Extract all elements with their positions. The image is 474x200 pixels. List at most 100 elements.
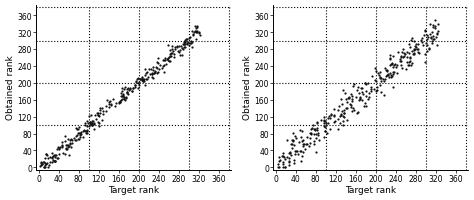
Point <box>40 166 47 169</box>
Point <box>385 76 392 79</box>
Point <box>148 73 156 76</box>
Point <box>347 93 355 96</box>
Point <box>394 51 402 54</box>
Point <box>154 57 161 60</box>
Point <box>399 56 406 59</box>
Point <box>143 72 150 76</box>
Point <box>330 121 338 124</box>
Point <box>146 73 154 76</box>
Point <box>64 137 72 141</box>
Point <box>320 122 328 125</box>
Point <box>163 58 171 62</box>
Point <box>429 26 437 29</box>
Point <box>306 132 313 135</box>
Point <box>66 143 73 146</box>
Point <box>358 87 365 90</box>
Point <box>363 95 370 98</box>
Point <box>406 61 413 64</box>
Point <box>408 50 416 53</box>
Point <box>183 39 191 42</box>
Point <box>83 132 91 135</box>
Point <box>401 53 409 56</box>
Point <box>358 99 365 102</box>
Y-axis label: Obtained rank: Obtained rank <box>6 55 15 120</box>
Point <box>365 96 373 99</box>
Point <box>338 103 346 106</box>
Point <box>417 39 425 42</box>
Point <box>43 154 51 157</box>
Point <box>49 158 57 161</box>
Point <box>350 109 357 112</box>
Point <box>298 159 305 162</box>
Point <box>61 140 69 143</box>
Point <box>322 124 329 127</box>
Point <box>433 33 440 36</box>
Point <box>292 149 299 153</box>
Point <box>70 136 78 140</box>
Point <box>305 145 313 148</box>
Point <box>292 137 300 140</box>
Point <box>427 37 435 40</box>
Point <box>154 62 162 65</box>
Point <box>89 123 96 127</box>
Point <box>141 74 148 77</box>
Point <box>171 48 179 51</box>
Point <box>188 46 196 49</box>
Point <box>365 98 372 101</box>
Point <box>294 153 302 156</box>
Point <box>374 72 382 75</box>
Point <box>186 43 193 46</box>
Point <box>390 71 397 74</box>
Point <box>418 38 426 41</box>
Point <box>62 143 70 147</box>
Point <box>63 148 71 151</box>
Point <box>298 139 305 143</box>
Point <box>424 37 432 40</box>
Point <box>299 139 307 142</box>
Point <box>300 145 307 148</box>
Point <box>367 89 375 93</box>
Point <box>50 153 58 156</box>
Point <box>137 78 144 81</box>
Point <box>398 60 405 63</box>
Point <box>310 143 318 146</box>
Point <box>345 96 353 99</box>
Point <box>94 114 101 117</box>
Point <box>321 119 328 123</box>
Point <box>105 103 112 106</box>
Point <box>112 102 120 105</box>
Point <box>296 129 304 132</box>
Point <box>320 119 328 123</box>
Point <box>148 72 156 75</box>
Point <box>129 87 137 90</box>
Point <box>83 129 91 132</box>
Point <box>316 139 323 142</box>
Point <box>318 119 325 122</box>
Point <box>376 77 384 80</box>
Point <box>339 115 347 118</box>
Point <box>331 120 339 123</box>
Point <box>179 48 187 51</box>
Point <box>320 115 328 119</box>
Point <box>343 101 350 104</box>
Point <box>397 64 405 67</box>
Point <box>68 142 76 145</box>
Point <box>399 67 406 70</box>
Point <box>166 60 174 64</box>
Point <box>189 33 197 37</box>
Point <box>353 112 361 115</box>
Point <box>171 46 179 49</box>
Point <box>336 121 344 125</box>
Point <box>339 120 347 123</box>
Point <box>67 138 75 141</box>
Point <box>77 133 84 137</box>
Point <box>310 140 318 143</box>
Point <box>50 159 58 162</box>
Point <box>87 122 95 125</box>
Point <box>330 114 338 117</box>
Point <box>38 163 46 166</box>
Point <box>287 153 294 157</box>
Point <box>344 97 351 100</box>
Point <box>350 83 357 86</box>
Point <box>181 46 188 49</box>
